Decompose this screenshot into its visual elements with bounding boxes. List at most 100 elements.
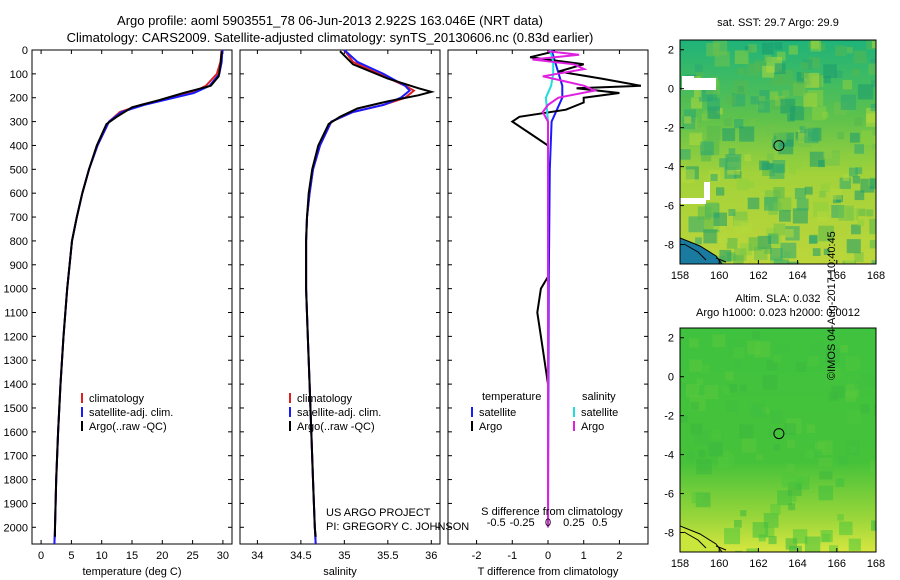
y-tick-label: -4 (664, 162, 674, 174)
map-cell (681, 169, 695, 184)
map-cell (857, 84, 874, 100)
map-cell (780, 98, 796, 114)
x-tick-label: 160 (710, 558, 728, 570)
map-cell (801, 62, 809, 70)
map-cell (726, 400, 738, 412)
map-title: sat. SST: 29.7 Argo: 29.9 (717, 17, 839, 29)
map-cell (818, 225, 834, 242)
map-cell (774, 42, 783, 50)
y-tick-label: -6 (664, 201, 674, 213)
map-cell (817, 211, 828, 222)
map-cell (766, 227, 777, 239)
x-axis-label: salinity (323, 566, 357, 578)
map-cell (773, 202, 782, 212)
map-cell (795, 476, 804, 485)
map-cell (762, 42, 774, 55)
map-cell (719, 158, 729, 168)
x-tick-label: 164 (788, 270, 806, 282)
map-cell (860, 373, 875, 388)
map-cell (865, 113, 876, 127)
x-tick-label: 35 (338, 550, 350, 562)
map-cell (845, 391, 857, 403)
map-cell (770, 247, 783, 261)
map-cell (748, 44, 757, 53)
x-tick-label: 35.5 (377, 550, 398, 562)
x-tick-label: 168 (867, 270, 885, 282)
map-cell (796, 362, 807, 372)
map-cell (845, 440, 861, 456)
map-cell (869, 240, 876, 249)
x-tick-label: 166 (828, 558, 846, 570)
map-cell (850, 132, 860, 143)
map-cell (726, 95, 736, 105)
y-tick-label: -2 (664, 411, 674, 423)
map-cell (857, 219, 865, 227)
map-cell (725, 154, 742, 170)
coastline (715, 545, 727, 551)
x-tick-label: 34 (251, 550, 263, 562)
map-cell (768, 536, 777, 545)
y-tick-label: 1800 (4, 475, 28, 487)
map-cell (788, 45, 798, 55)
map-cell (851, 224, 861, 235)
map-cell (752, 522, 769, 538)
map-cell (734, 50, 749, 65)
x-tick-label: 164 (788, 558, 806, 570)
map-cell (772, 160, 786, 173)
map-cell (689, 132, 703, 146)
map-cell (739, 384, 747, 392)
project-label: US ARGO PROJECT (326, 507, 431, 519)
map-cell (694, 89, 702, 98)
map-cell (785, 538, 798, 550)
map-cell (784, 423, 797, 435)
map-cell (736, 178, 749, 191)
map-cell (847, 153, 862, 168)
map-cell (871, 79, 876, 87)
map-cell (751, 331, 760, 339)
y-tick-label: 2000 (4, 522, 28, 534)
map-cell (770, 75, 782, 86)
map-cell (828, 367, 841, 380)
map-cell (734, 171, 742, 179)
map-cell (794, 188, 806, 199)
map-cell (713, 212, 727, 226)
map-cell (872, 143, 876, 150)
x-tick-label: 10 (96, 550, 108, 562)
s-axis-label: S difference from climatology (481, 506, 623, 518)
map-cell (808, 355, 819, 366)
map-cell (834, 70, 843, 79)
map-cell (839, 177, 851, 189)
map-cell (866, 209, 874, 217)
map-cell (756, 454, 763, 461)
y-tick-label: 1100 (4, 308, 28, 320)
series-argo-raw-qc- (305, 50, 436, 537)
map-cell (694, 64, 703, 73)
map-cell (733, 347, 745, 359)
map-cell (868, 63, 876, 75)
map-cell (747, 197, 760, 210)
y-tick-label: 100 (10, 69, 28, 81)
x-tick-label: 0 (545, 550, 551, 562)
map-cell (825, 348, 840, 363)
y-tick-label: 800 (10, 236, 28, 248)
map-cell (719, 453, 734, 468)
y-tick-label: 900 (10, 260, 28, 272)
map-cell (690, 402, 699, 411)
map-cell (707, 97, 720, 111)
map-cell (691, 491, 704, 504)
y-tick-label: 1400 (4, 379, 28, 391)
map-cell (853, 50, 867, 64)
map-cell (712, 430, 722, 440)
map-cell (690, 423, 703, 435)
y-tick-label: -2 (664, 123, 674, 135)
map-cell (804, 186, 813, 195)
map-cell (786, 463, 795, 472)
map-cell (773, 223, 786, 236)
map-cell (805, 449, 814, 458)
map-cell (737, 263, 744, 264)
s-tick-label: 0 (545, 517, 551, 529)
map-cell (754, 60, 766, 72)
coastline (715, 257, 727, 263)
map-cell (848, 538, 861, 551)
map-cell (854, 144, 864, 154)
